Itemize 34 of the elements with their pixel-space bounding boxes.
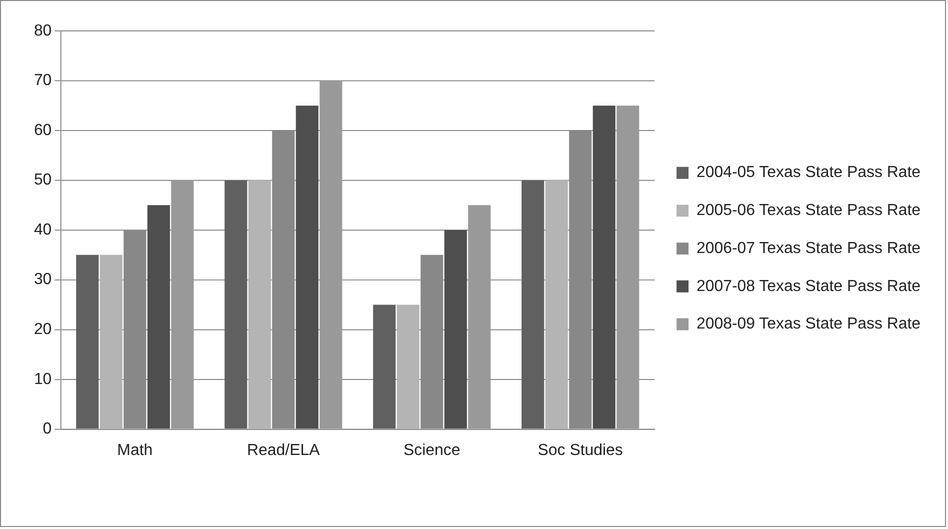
x-tick-label: Read/ELA [247,442,320,460]
legend-label: 2005-06 Texas State Pass Rate [696,202,921,220]
legend-label: 2006-07 Texas State Pass Rate [696,240,921,257]
bar [373,304,396,429]
bar [320,80,342,429]
bar [76,254,99,429]
legend-label: 2007-08 Texas State Pass Rate [696,278,921,295]
y-tick-label: 0 [42,420,52,438]
bar [522,180,544,429]
x-tick-label: Science [403,442,460,460]
bar [147,205,170,429]
legend-label: 2008-09 Texas State Pass Rate [696,316,921,333]
y-tick-label: 60 [34,122,52,139]
bar [396,304,420,429]
bar [444,230,467,429]
bar [100,254,122,429]
y-tick-label: 40 [34,221,52,238]
bar [171,180,194,429]
bar [616,106,640,429]
bar [248,180,271,429]
y-tick-label: 30 [34,271,52,288]
y-tick-label: 80 [34,22,52,40]
x-tick-label: Soc Studies [538,442,623,460]
y-tick-label: 10 [34,370,52,388]
bar [468,205,491,429]
legend-label: 2004-05 Texas State Pass Rate [696,164,921,182]
bar [592,106,616,429]
x-tick-label: Math [117,442,153,460]
bar [545,180,568,429]
bar [224,180,248,429]
y-tick-label: 50 [34,172,52,189]
y-tick-label: 20 [34,321,52,338]
bar [296,106,318,429]
y-tick-label: 70 [34,72,52,90]
